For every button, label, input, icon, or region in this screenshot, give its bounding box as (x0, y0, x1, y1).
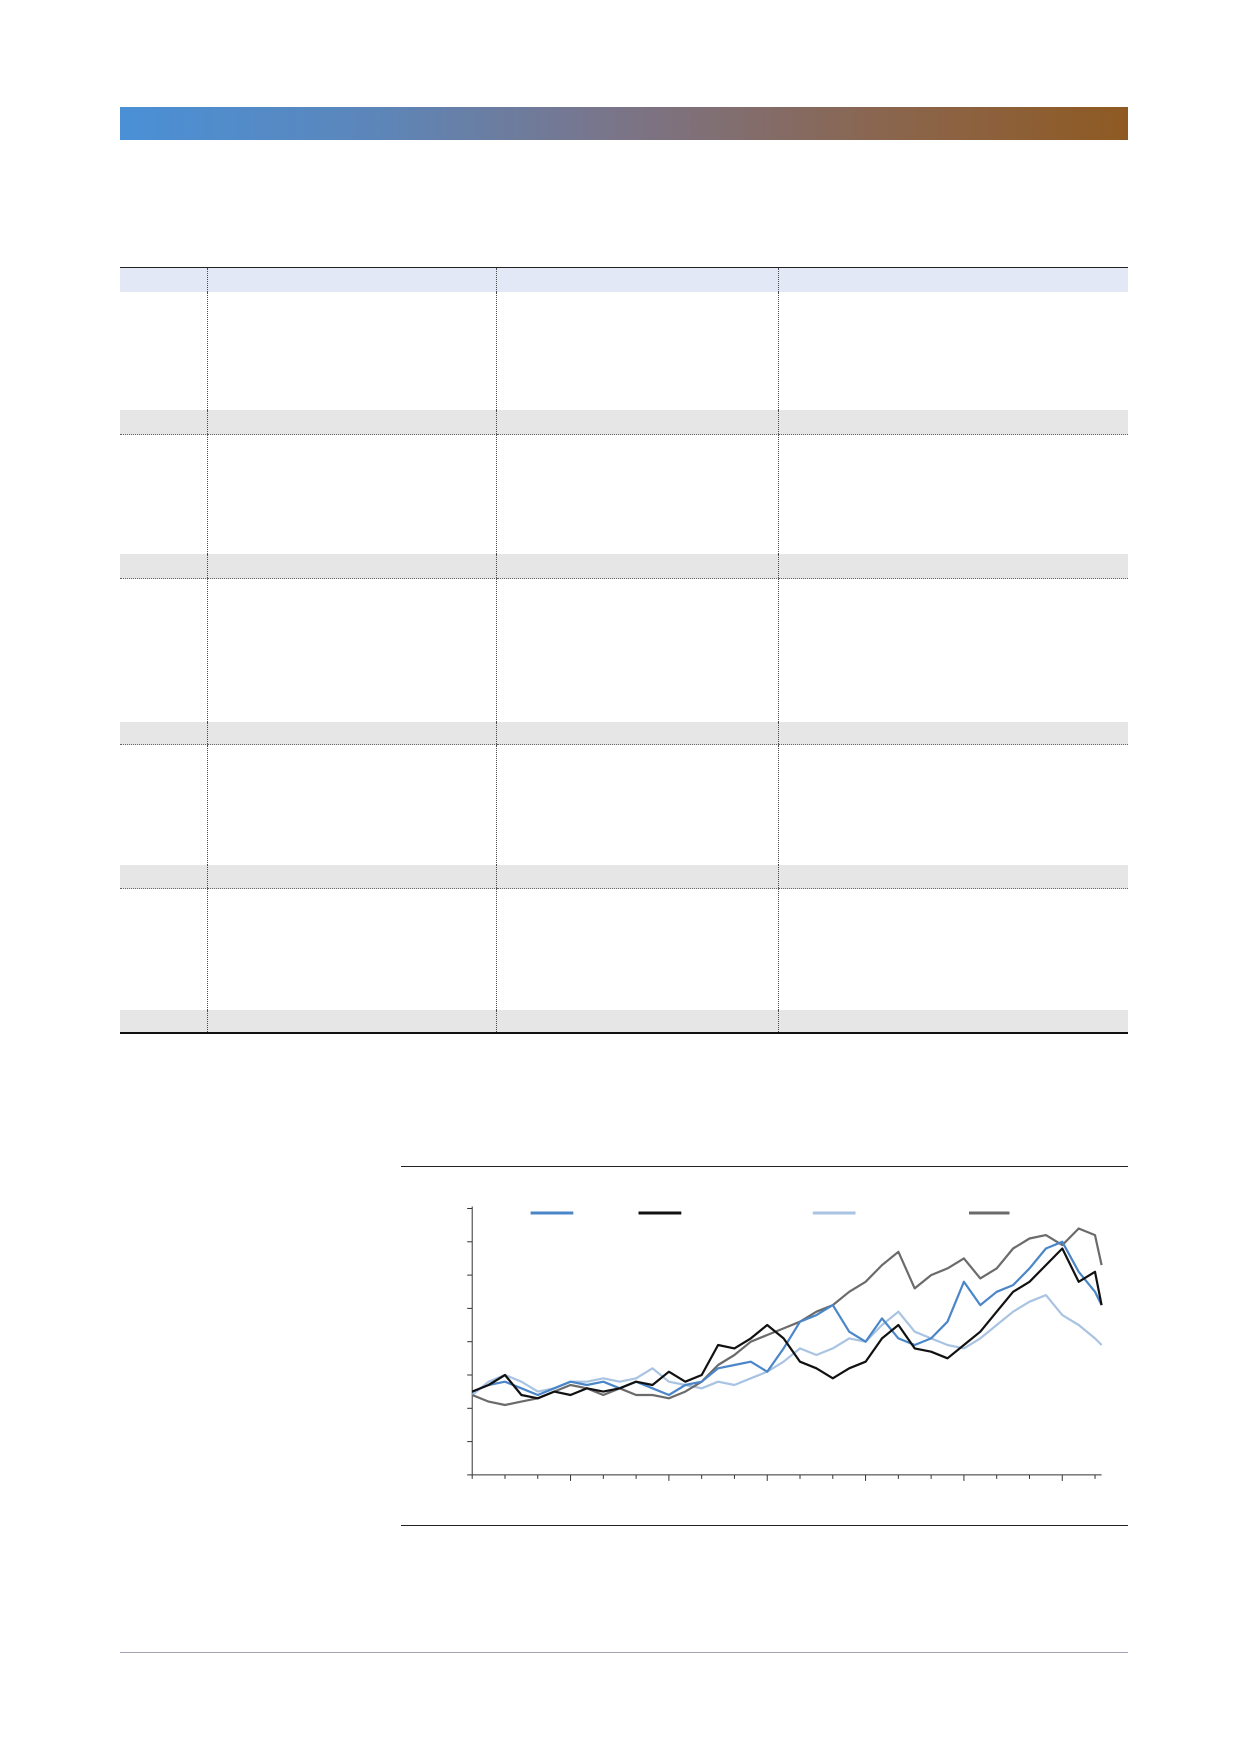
table-cell (120, 1010, 207, 1033)
table-cell (777, 553, 1128, 579)
table-cell (777, 578, 1128, 722)
data-table (120, 267, 1128, 1034)
series-line (471, 1227, 1103, 1407)
table-cell (120, 745, 207, 865)
table-cell (495, 291, 778, 410)
table-cell (120, 864, 207, 889)
table-cell (206, 553, 496, 579)
table-cell (777, 864, 1128, 889)
table-cell (206, 721, 496, 745)
table-cell (120, 889, 207, 1010)
table-cell (777, 888, 1128, 1010)
series-line (471, 1294, 1103, 1396)
table-row (120, 578, 1128, 722)
table-cell (495, 721, 778, 745)
table-band-row (120, 553, 1128, 579)
table-cell (777, 1009, 1128, 1033)
table-cell (120, 292, 207, 410)
series-line (471, 1247, 1103, 1400)
table-cell (495, 888, 778, 1010)
series-line (471, 1240, 1103, 1397)
table-header-cell (495, 267, 778, 292)
table-header-row (120, 267, 1128, 292)
table-cell (777, 434, 1128, 554)
header-banner (120, 107, 1128, 140)
table-cell (777, 721, 1128, 745)
table-cell (777, 291, 1128, 410)
table-cell (495, 578, 778, 722)
footer-rule (120, 1652, 1128, 1653)
table-band-row (120, 721, 1128, 745)
table-cell (206, 1009, 496, 1033)
table-cell (495, 744, 778, 865)
table-cell (120, 721, 207, 745)
table-cell (120, 409, 207, 435)
table-header-cell (206, 267, 496, 292)
table-cell (206, 409, 496, 435)
table-band-row (120, 1009, 1128, 1033)
table-cell (120, 579, 207, 722)
table-row (120, 744, 1128, 865)
chart-top-rule (401, 1166, 1128, 1167)
table-cell (495, 434, 778, 554)
table-cell (206, 291, 496, 410)
table-cell (206, 888, 496, 1010)
table-cell (495, 409, 778, 435)
table-band-row (120, 409, 1128, 435)
chart-bottom-rule (401, 1525, 1128, 1526)
table-cell (495, 1009, 778, 1033)
table-cell (495, 553, 778, 579)
table-cell (206, 864, 496, 889)
table-cell (495, 864, 778, 889)
table-cell (777, 744, 1128, 865)
table-cell (206, 434, 496, 554)
table-cell (777, 409, 1128, 435)
table-header-cell (120, 268, 207, 292)
table-cell (206, 578, 496, 722)
table-row (120, 291, 1128, 410)
table-header-cell (777, 267, 1128, 292)
table-cell (120, 435, 207, 554)
table-row (120, 434, 1128, 554)
line-chart (467, 1206, 1103, 1481)
table-row (120, 888, 1128, 1010)
table-band-row (120, 864, 1128, 889)
table-cell (206, 744, 496, 865)
table-cell (120, 553, 207, 579)
